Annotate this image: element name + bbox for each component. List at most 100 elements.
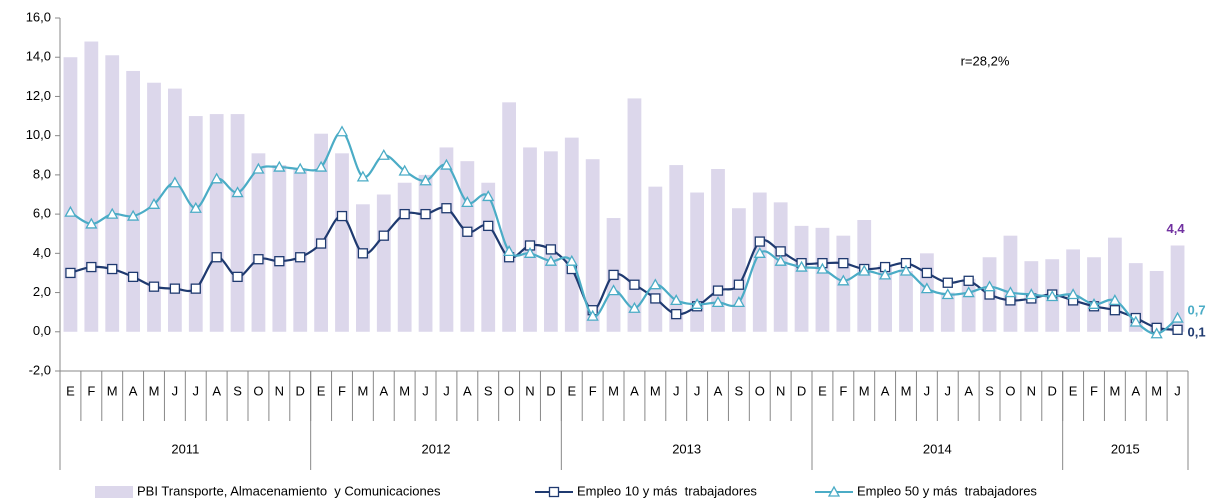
bar: [1087, 257, 1101, 332]
x-tick-label: J: [172, 383, 179, 398]
x-tick-label: A: [714, 383, 723, 398]
bar: [585, 159, 600, 332]
bar: [1170, 245, 1185, 332]
point: [649, 278, 662, 290]
bar: [335, 153, 349, 332]
x-tick-label: M: [399, 383, 410, 398]
y-tick-label: 2,0: [33, 284, 51, 299]
bar: [209, 114, 224, 332]
x-tick-label: A: [1131, 383, 1140, 398]
point: [942, 277, 953, 288]
point: [795, 260, 808, 272]
point: [168, 176, 181, 188]
point: [482, 190, 495, 202]
bar: [857, 219, 872, 332]
point: [231, 186, 244, 198]
x-tick-label: A: [881, 383, 890, 398]
point: [64, 205, 77, 217]
x-tick-label: M: [901, 383, 912, 398]
year-label: 2012: [422, 441, 451, 456]
point: [1025, 288, 1038, 300]
point: [127, 209, 140, 221]
point: [565, 254, 578, 266]
x-tick-label: M: [1151, 383, 1162, 398]
bar: [397, 182, 412, 332]
legend-label: PBI Transporte, Almacenamiento y Comunic…: [137, 483, 441, 498]
bar: [314, 133, 329, 332]
point: [315, 160, 328, 172]
point: [629, 279, 640, 290]
bar: [543, 151, 558, 332]
point: [253, 254, 264, 265]
point: [921, 267, 933, 279]
bar: [627, 98, 642, 332]
point: [1129, 315, 1142, 327]
point: [106, 207, 119, 219]
point: [441, 203, 452, 214]
point: [294, 162, 307, 174]
bar: [648, 186, 663, 332]
point: [941, 288, 954, 300]
point: [607, 284, 620, 296]
point: [420, 208, 431, 220]
x-tick-label: D: [1048, 383, 1057, 398]
x-tick-label: J: [193, 383, 200, 398]
x-tick-label: D: [797, 383, 806, 398]
point: [920, 282, 933, 294]
bar: [230, 114, 245, 332]
y-tick-label: 16,0: [26, 9, 51, 24]
point: [127, 271, 139, 283]
y-tick-label: 14,0: [26, 49, 51, 64]
annotation: r=28,2%: [961, 53, 1010, 68]
point: [377, 148, 390, 160]
x-tick-label: J: [443, 383, 450, 398]
bar: [731, 208, 746, 332]
point: [273, 160, 286, 172]
bar: [439, 147, 454, 332]
x-tick-label: F: [87, 383, 95, 398]
point: [190, 283, 201, 294]
x-tick-label: J: [694, 383, 701, 398]
point: [984, 289, 995, 300]
point: [1005, 295, 1016, 306]
bar: [752, 192, 767, 332]
y-tick-label: -2,0: [29, 362, 51, 377]
point: [232, 271, 243, 283]
bar: [523, 147, 537, 332]
bar: [564, 137, 579, 332]
point: [462, 226, 473, 237]
x-tick-label: M: [650, 383, 661, 398]
point: [419, 174, 432, 186]
bar: [878, 265, 893, 332]
point: [378, 230, 389, 241]
point: [295, 252, 306, 263]
point: [315, 238, 327, 249]
x-tick-label: M: [859, 383, 870, 398]
legend-label: Empleo 50 y más trabajadores: [857, 483, 1037, 498]
x-tick-label: M: [357, 383, 368, 398]
bar: [773, 202, 788, 332]
point: [356, 170, 369, 182]
point: [461, 196, 474, 207]
point: [838, 257, 849, 269]
point: [169, 283, 181, 294]
point: [1004, 286, 1017, 298]
point: [523, 246, 537, 258]
bar: [1107, 237, 1122, 332]
point: [545, 244, 557, 255]
point: [816, 262, 829, 274]
x-tick-label: J: [924, 383, 931, 398]
point: [210, 172, 223, 184]
point: [754, 236, 765, 247]
x-tick-label: A: [964, 383, 973, 398]
point: [586, 309, 599, 321]
x-tick-label: S: [484, 383, 493, 398]
x-tick-label: F: [338, 383, 346, 398]
point: [670, 294, 683, 306]
point: [211, 252, 222, 263]
point: [147, 197, 161, 209]
x-tick-label: S: [985, 383, 994, 398]
point: [86, 261, 97, 273]
x-tick-label: A: [379, 383, 388, 398]
year-label: 2013: [672, 441, 701, 456]
